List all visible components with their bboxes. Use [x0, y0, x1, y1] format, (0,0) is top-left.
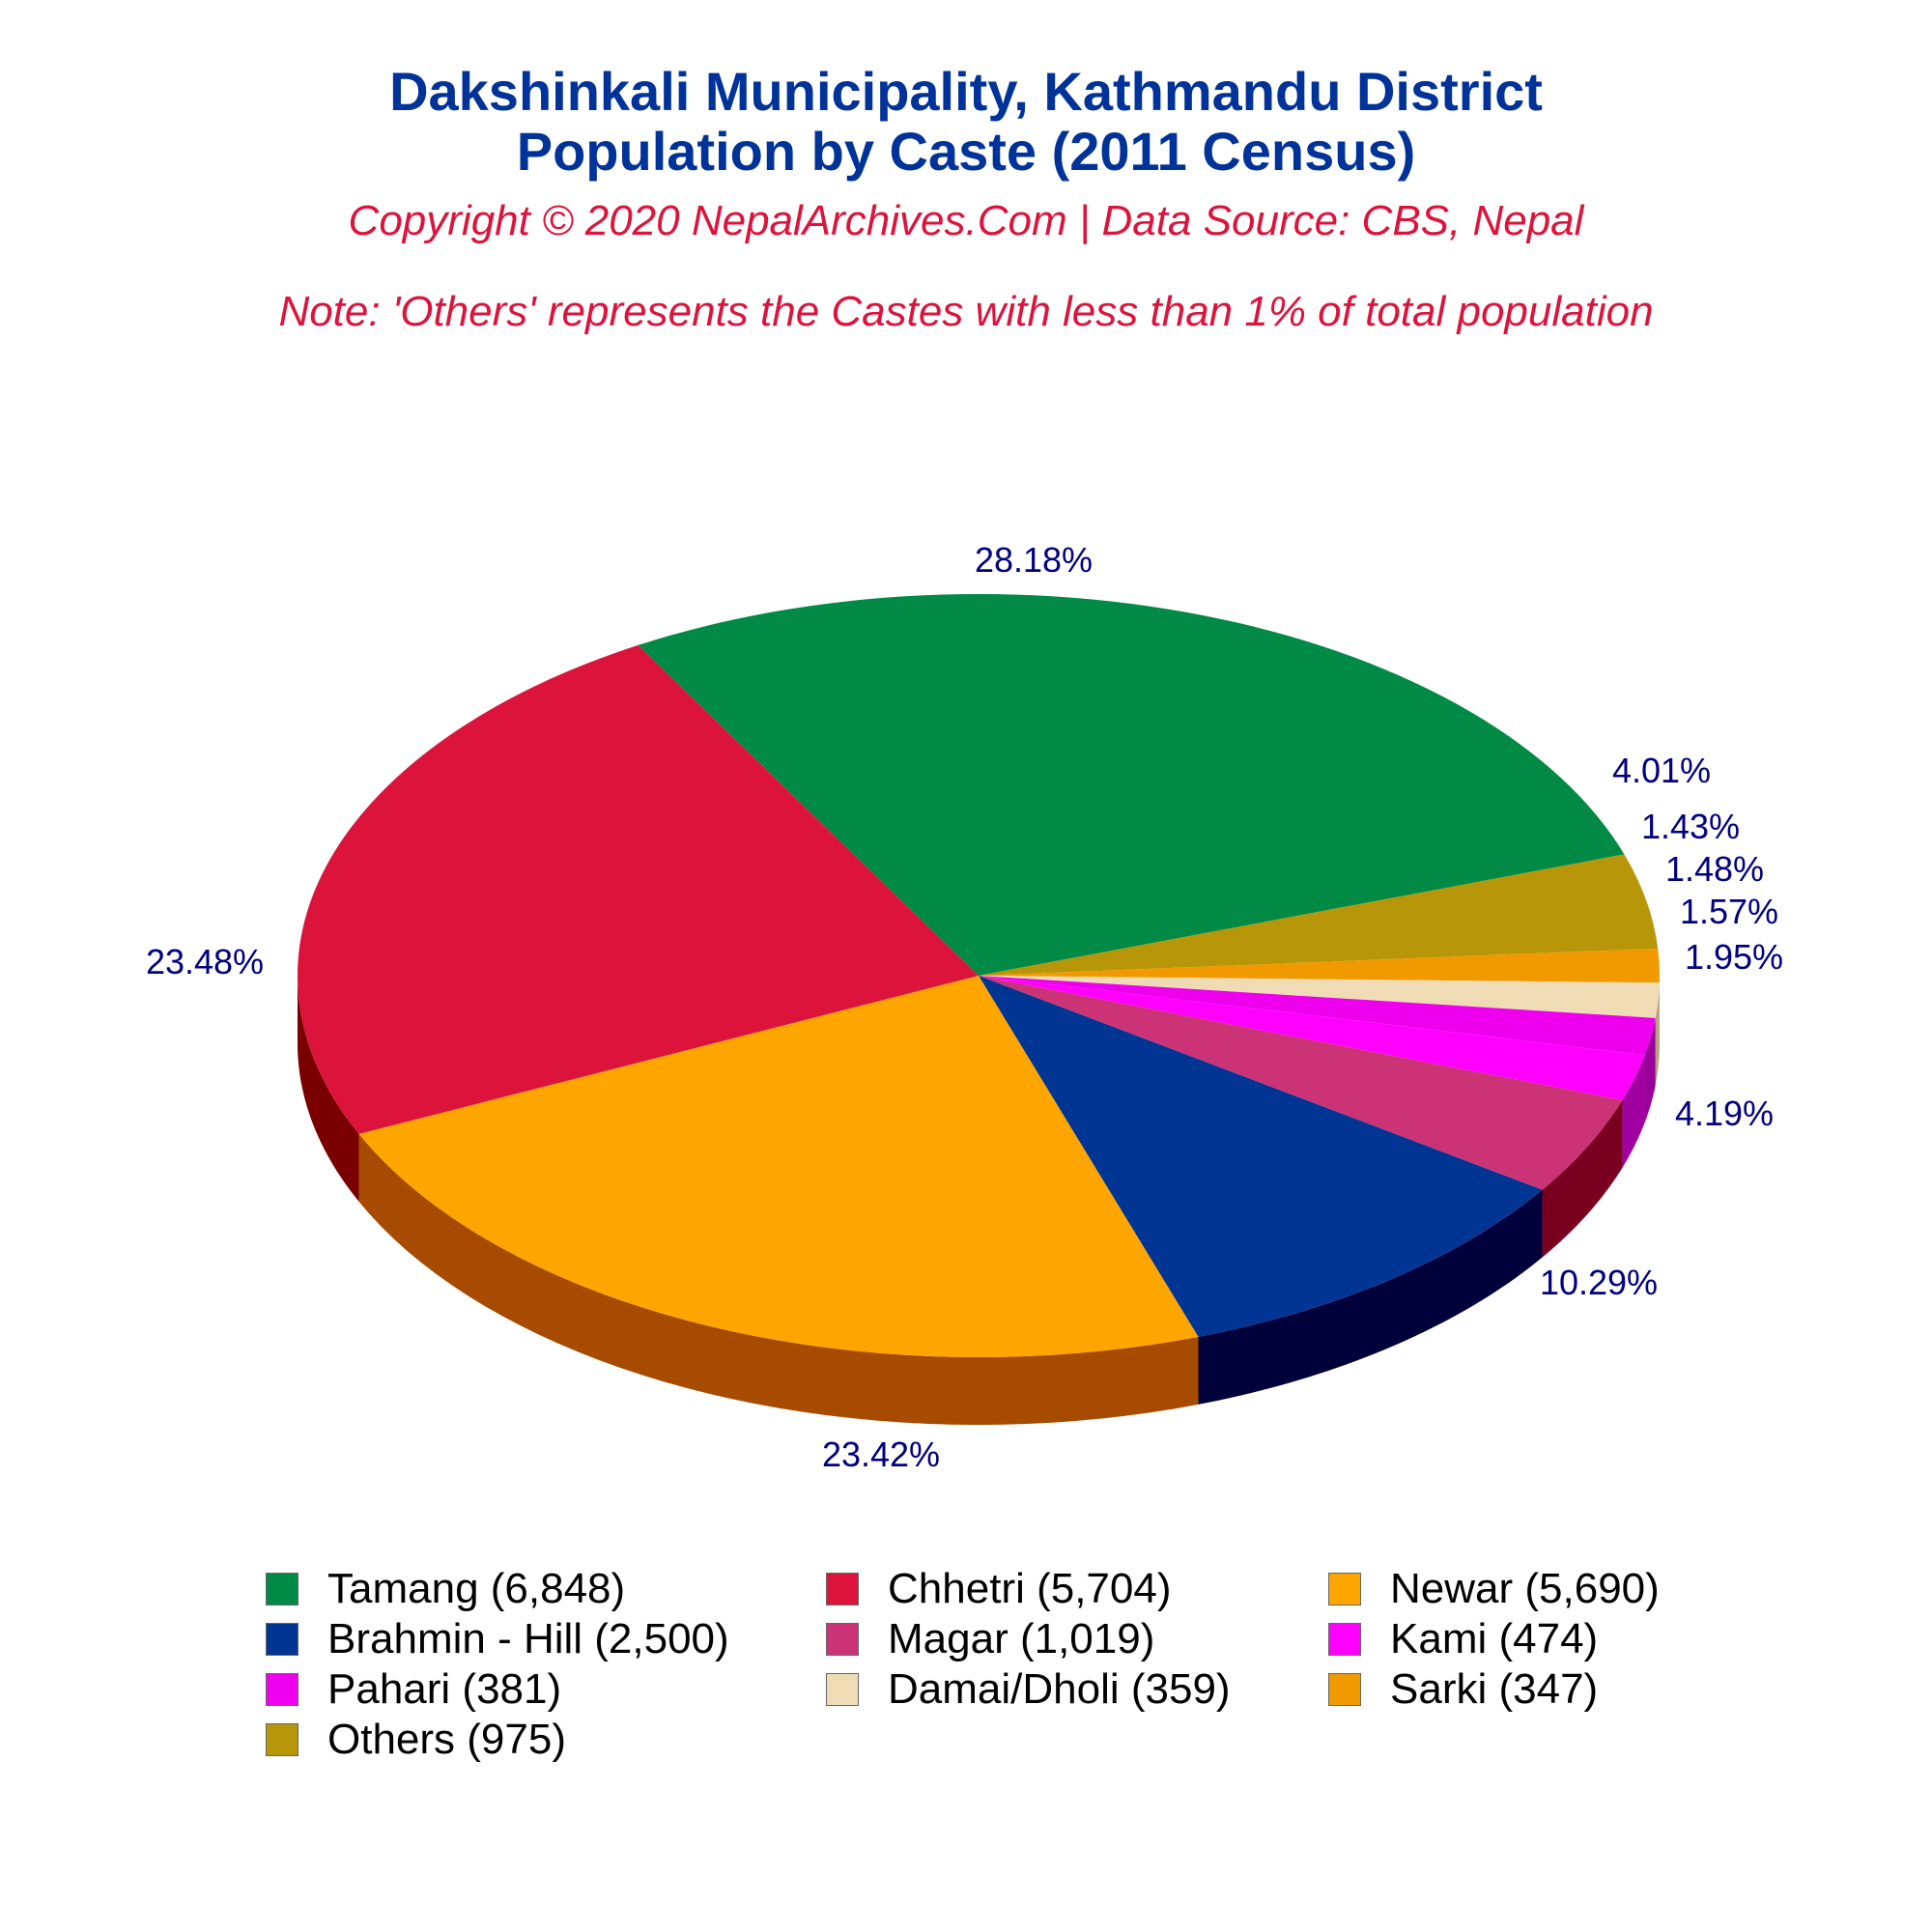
pie-label-chhetri: 23.48%	[146, 942, 264, 981]
legend-label-brahmin-hill: Brahmin - Hill (2,500)	[327, 1615, 729, 1662]
pie-label-brahmin-hill: 10.29%	[1540, 1263, 1658, 1302]
legend-item-chhetri: Chhetri (5,704)	[826, 1565, 1171, 1613]
pie-slice-brahmin-hill	[979, 976, 1543, 1337]
pie-slices	[298, 594, 1660, 1357]
legend-swatch-sarki	[1328, 1673, 1361, 1706]
chart-subtitle: Copyright © 2020 NepalArchives.Com | Dat…	[348, 197, 1584, 244]
pie-label-pahari: 1.57%	[1680, 892, 1778, 931]
pie-slice-damai-dholi	[979, 976, 1660, 1018]
pie-label-magar: 4.19%	[1675, 1094, 1774, 1133]
legend-item-sarki: Sarki (347)	[1328, 1665, 1598, 1714]
pie-label-kami: 1.95%	[1685, 937, 1783, 977]
legend-label-damai-dholi: Damai/Dholi (359)	[888, 1665, 1231, 1713]
pie-labels: 28.18% 4.01% 1.43%1.48%1.57% 1.95% 4.19% 10.2…	[146, 540, 1783, 1474]
legend-swatch-others	[266, 1723, 298, 1756]
pie-side-damai-dholi	[1655, 982, 1660, 1086]
pie-slice-tamang	[638, 594, 1625, 976]
legend-label-others: Others (975)	[327, 1716, 566, 1763]
pie-side-kami	[1622, 1055, 1645, 1168]
pie-slice-chhetri	[298, 644, 980, 1134]
legend-label-tamang: Tamang (6,848)	[327, 1565, 626, 1612]
legend-item-newar: Newar (5,690)	[1328, 1565, 1660, 1613]
pie-side-magar	[1542, 1099, 1623, 1258]
pie-slice-pahari	[979, 976, 1656, 1056]
pie-side-chhetri	[298, 976, 359, 1202]
legend-item-kami: Kami (474)	[1328, 1615, 1598, 1663]
legend-swatch-kami	[1328, 1623, 1361, 1656]
pie-sides	[298, 976, 1660, 1425]
legend-item-others: Others (975)	[266, 1716, 566, 1764]
pie-slice-others	[979, 854, 1659, 976]
pie-slice-magar	[979, 976, 1623, 1190]
chart-title-line-2: Population by Caste (2011 Census)	[516, 121, 1416, 182]
legend-label-newar: Newar (5,690)	[1390, 1565, 1660, 1612]
pie-label-sarki: 1.43%	[1641, 807, 1740, 846]
legend-item-damai-dholi: Damai/Dholi (359)	[826, 1665, 1231, 1714]
pie-label-others: 4.01%	[1612, 751, 1711, 790]
pie-slice-sarki	[979, 948, 1660, 983]
legend-swatch-magar	[826, 1623, 859, 1656]
legend-item-pahari: Pahari (381)	[266, 1665, 561, 1714]
legend-swatch-brahmin-hill	[266, 1623, 298, 1656]
legend-item-magar: Magar (1,019)	[826, 1615, 1154, 1663]
legend-swatch-chhetri	[826, 1573, 859, 1605]
chart-title-line-1: Dakshinkali Municipality, Kathmandu Dist…	[389, 61, 1543, 122]
pie-label-newar: 23.42%	[822, 1435, 940, 1474]
legend-swatch-damai-dholi	[826, 1673, 859, 1706]
pie-side-newar	[358, 1133, 1199, 1425]
pie-slice-newar	[358, 976, 1199, 1357]
legend-label-magar: Magar (1,019)	[888, 1615, 1155, 1662]
legend-item-brahmin-hill: Brahmin - Hill (2,500)	[266, 1615, 729, 1663]
legend-swatch-tamang	[266, 1573, 298, 1605]
pie-label-tamang: 28.18%	[975, 540, 1093, 580]
legend-item-tamang: Tamang (6,848)	[266, 1565, 625, 1613]
legend-label-sarki: Sarki (347)	[1390, 1665, 1599, 1713]
pie-label-damai-dholi: 1.48%	[1665, 849, 1764, 889]
pie-slice-kami	[979, 976, 1645, 1100]
legend-label-chhetri: Chhetri (5,704)	[888, 1565, 1172, 1612]
legend-swatch-pahari	[266, 1673, 298, 1706]
pie-side-brahmin-hill	[1198, 1189, 1543, 1405]
legend-label-kami: Kami (474)	[1390, 1615, 1599, 1662]
legend-label-pahari: Pahari (381)	[327, 1665, 562, 1713]
legend-swatch-newar	[1328, 1573, 1361, 1605]
pie-side-pahari	[1644, 1017, 1656, 1123]
chart-note: Note: 'Others' represents the Castes wit…	[278, 288, 1654, 335]
